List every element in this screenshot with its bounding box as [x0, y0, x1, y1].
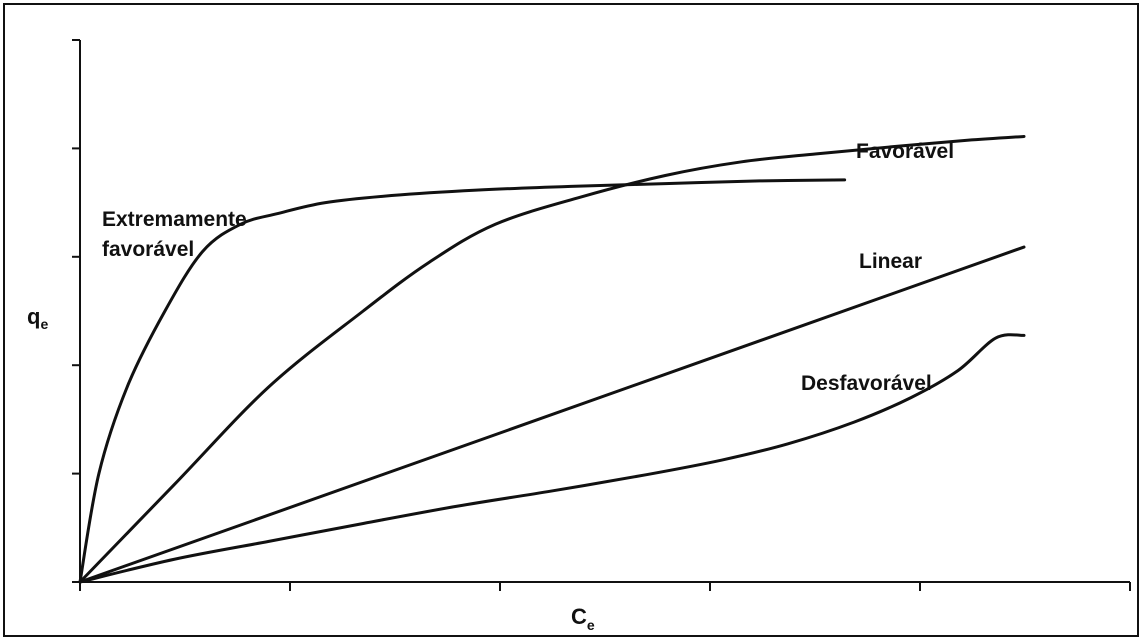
series-label-desfavoravel: Desfavorável [801, 372, 932, 395]
axes [72, 39, 1131, 591]
x-axis-label: Ce [571, 604, 595, 633]
series-label-linear: Linear [859, 250, 922, 273]
curves [78, 134, 1026, 584]
series-line-linear [78, 245, 1026, 584]
chart-frame [3, 3, 1139, 637]
series-line-extremamente-favoravel [78, 178, 847, 584]
series-label-favoravel: Favorável [856, 140, 954, 163]
series-line-favoravel [78, 134, 1026, 584]
series-label-extremamente-favoravel: Extremamente favorável [102, 208, 247, 261]
y-axis-label: qe [27, 304, 48, 332]
series-line-desfavoravel [78, 333, 1026, 584]
series-labels: Extremamente favorável Favorável Linear Desf… [102, 140, 954, 395]
